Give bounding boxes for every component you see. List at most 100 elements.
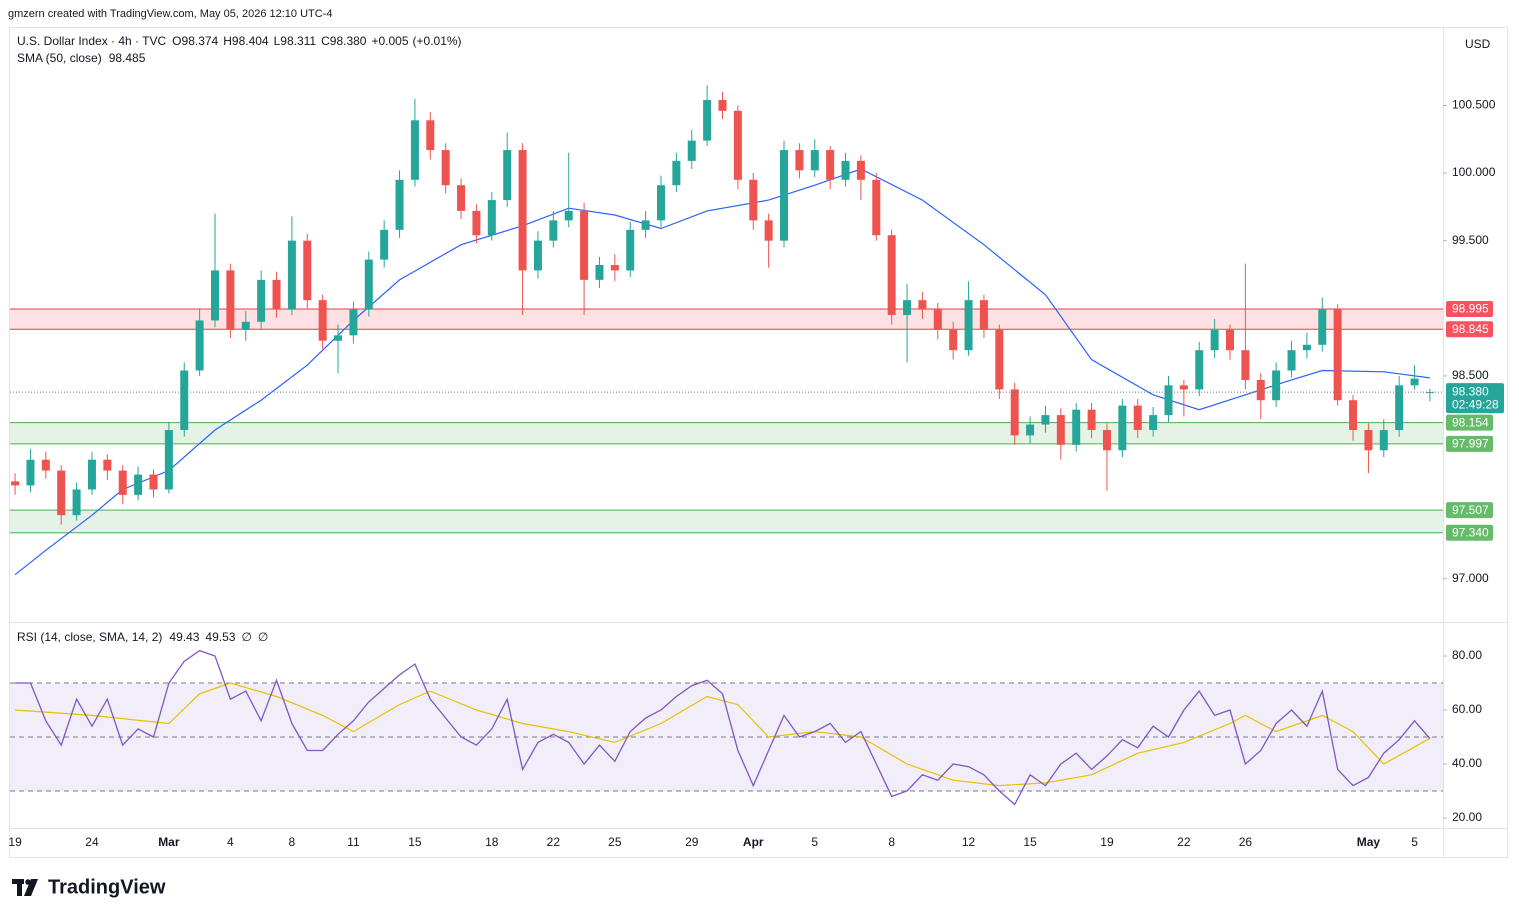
candle-body [964, 300, 973, 351]
x-tick-label: Apr [743, 835, 764, 849]
candle-body [318, 300, 327, 341]
candle-body [272, 279, 281, 310]
x-tick-label: 26 [1239, 835, 1253, 849]
candle-body [949, 329, 958, 351]
frame [9, 27, 1508, 858]
candle-body [718, 100, 727, 111]
candle-body [687, 140, 696, 161]
y-tick-label: 99.500 [1452, 233, 1489, 247]
legend-text: U.S. Dollar Index · 4h · TVC [17, 34, 166, 48]
candle-body [241, 321, 250, 330]
candle-body [1072, 409, 1081, 445]
candle-body [1056, 415, 1065, 445]
candle-body [503, 150, 512, 201]
candle-body [1272, 370, 1281, 401]
x-tick-label: May [1357, 835, 1381, 849]
price-tag [1446, 321, 1493, 338]
y-tick-label: 97.000 [1452, 571, 1489, 585]
candle-body [733, 110, 742, 180]
candle-body [1395, 385, 1404, 430]
x-tick-label: 15 [1023, 835, 1037, 849]
price-tag [1446, 524, 1493, 541]
candle-body [257, 279, 266, 322]
candle-body [180, 370, 189, 430]
x-tick-label: 25 [608, 835, 622, 849]
candle-body [303, 240, 312, 301]
candle-body [441, 150, 450, 186]
zone [10, 510, 1443, 533]
legend-text: +0.005 [371, 34, 408, 48]
candle-body [979, 300, 988, 330]
candle-body [41, 459, 50, 471]
candle-body [903, 300, 912, 316]
candle-body [72, 489, 81, 516]
candle-body [26, 459, 35, 486]
price-tag-label: 98.154 [1452, 415, 1489, 429]
x-tick-label: 22 [547, 835, 561, 849]
candle-body [11, 481, 20, 486]
candle-body [841, 160, 850, 180]
candle-body [134, 474, 143, 495]
y-tick-label: 40.00 [1452, 756, 1482, 770]
candle-body [856, 160, 865, 180]
candle-body [87, 459, 96, 490]
sma-line [14, 168, 1430, 576]
price-tag-label: 97.507 [1452, 503, 1489, 517]
legend-text: ∅ [258, 630, 268, 644]
x-tick-label: 19 [1100, 835, 1114, 849]
candle-body [149, 474, 158, 490]
candle-body [749, 179, 758, 221]
candle-body [1226, 329, 1235, 351]
legend-text: H [223, 34, 232, 48]
candle-body [364, 259, 373, 310]
legend-text: RSI (14, close, SMA, 14, 2) [17, 630, 162, 644]
y-tick-label: 80.00 [1452, 648, 1482, 662]
candle-body [1118, 405, 1127, 451]
candle-body [1410, 378, 1419, 386]
candle-body [810, 150, 819, 171]
candle-body [1195, 350, 1204, 390]
y-tick-label: 100.500 [1452, 98, 1496, 112]
candle-body [995, 329, 1004, 390]
candle-body [1302, 344, 1311, 351]
y-tick-label: 20.00 [1452, 810, 1482, 824]
legend-text: C [321, 34, 330, 48]
x-tick-label: 12 [962, 835, 976, 849]
candle-body [780, 150, 789, 241]
price-tag-label: 98.845 [1452, 322, 1489, 336]
candle-body [887, 235, 896, 316]
candle-body [57, 470, 66, 516]
candle-body [795, 150, 804, 171]
legend-text: (+0.01%) [413, 34, 462, 48]
zone [10, 308, 1443, 330]
candle-body [164, 429, 173, 490]
rsi-line [15, 649, 1431, 806]
credit: gmzern created with TradingView.com, May… [8, 8, 332, 20]
last-price-label: 98.380 [1452, 384, 1489, 398]
x-tick-label: 29 [685, 835, 699, 849]
legend-text: 98.404 [232, 34, 269, 48]
price-tag-label: 97.340 [1452, 525, 1489, 539]
x-tick-label: 19 [8, 835, 22, 849]
candle-body [1318, 309, 1327, 345]
candle-body [1164, 385, 1173, 416]
candle-body [872, 179, 881, 236]
watermark: TradingView [48, 876, 166, 898]
candle-body [933, 309, 942, 330]
candle-body [287, 240, 296, 310]
candle-body [533, 240, 542, 271]
candle-body [595, 265, 604, 280]
logo [12, 879, 38, 896]
candle-body [1179, 385, 1188, 390]
x-tick-label: 8 [888, 835, 895, 849]
candle-body [1210, 329, 1219, 351]
candle-body [1333, 309, 1342, 401]
candle-body [118, 470, 127, 495]
legend-text: L [274, 34, 281, 48]
candle-body [103, 459, 112, 471]
candle-body [826, 150, 835, 180]
candle-body [349, 309, 358, 336]
legend-text: 98.374 [182, 34, 219, 48]
x-tick-label: 22 [1177, 835, 1191, 849]
